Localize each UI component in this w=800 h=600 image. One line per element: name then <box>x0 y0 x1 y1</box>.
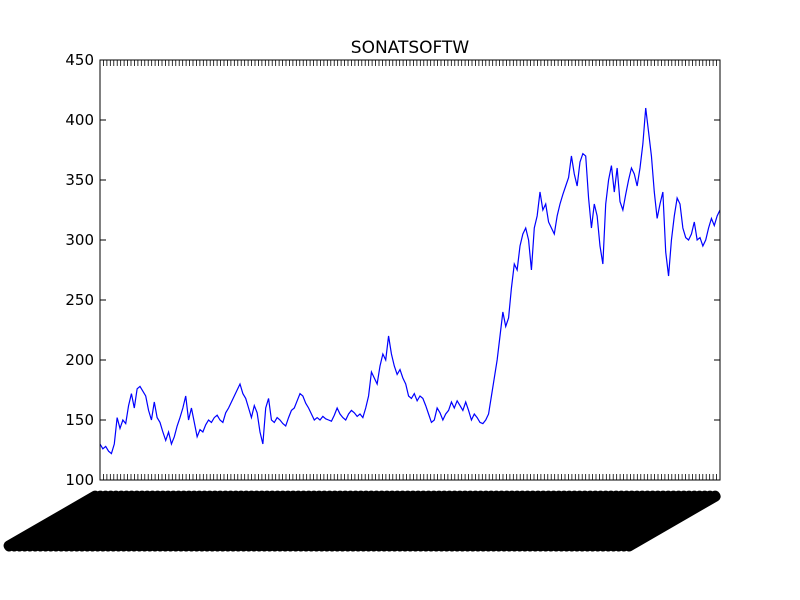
x-tick-label-overlap <box>623 490 721 552</box>
series-line <box>99 107 721 455</box>
y-axis: 100 150 200 250 300 350 400 450 <box>65 51 720 489</box>
y-tick-label: 100 <box>65 471 94 489</box>
y-tick-label: 250 <box>65 291 94 309</box>
y-tick-label: 400 <box>65 111 94 129</box>
chart-title: SONATSOFTW <box>351 38 470 58</box>
y-tick-label: 300 <box>65 231 94 249</box>
y-tick-label: 150 <box>65 411 94 429</box>
y-tick-label: 200 <box>65 351 94 369</box>
x-tick-labels-overlap <box>3 490 721 552</box>
plot-area-frame <box>99 59 721 481</box>
y-tick-label: 350 <box>65 171 94 189</box>
y-tick-label: 450 <box>65 51 94 69</box>
